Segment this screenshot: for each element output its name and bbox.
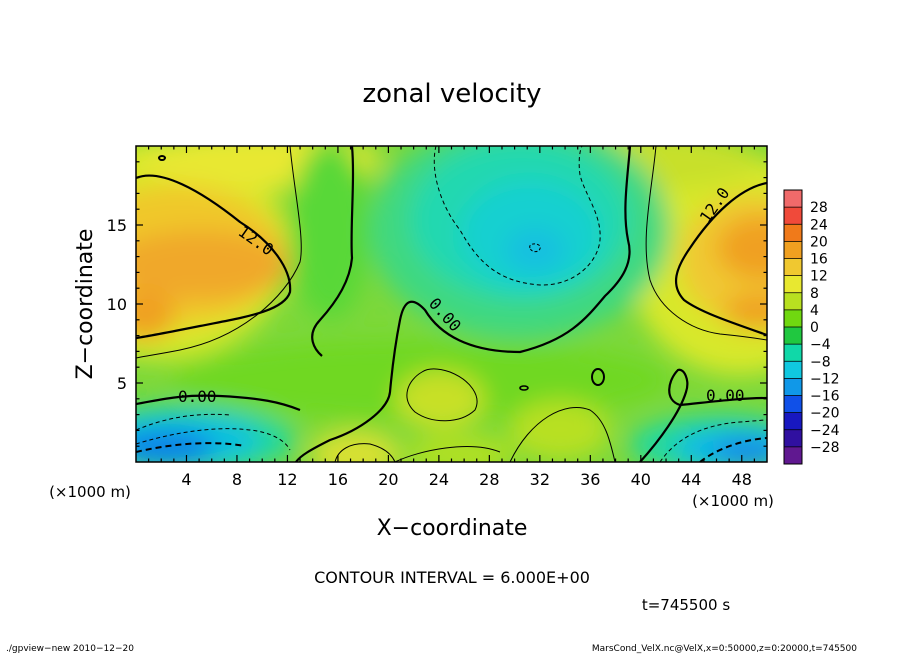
x-tick-label: 20 (378, 470, 398, 489)
heatmap-field: 12.0 12.0 0.00 0.00 0.00 (136, 146, 767, 462)
x-unit-label: (×1000 m) (49, 483, 131, 501)
colorbar-swatch (784, 412, 802, 431)
x-tick-label: 32 (530, 470, 550, 489)
contour-label-0-left: 0.00 (178, 387, 217, 406)
colorbar-label: 4 (810, 303, 819, 319)
colorbar-swatch (784, 327, 802, 345)
colorbar-label: −8 (810, 354, 831, 370)
colorbar-swatch (784, 275, 802, 294)
x-tick-label: 4 (181, 470, 191, 489)
colorbar-label: 20 (810, 234, 828, 250)
x-tick-label: 40 (631, 470, 651, 489)
time-label: t=745500 s (642, 596, 730, 614)
colorbar-swatch (784, 309, 802, 328)
colorbar-label: 28 (810, 200, 828, 216)
contour-label-0-right: 0.00 (706, 386, 745, 405)
colorbar-label: 12 (810, 269, 828, 285)
colorbar-label: −12 (810, 371, 840, 387)
colorbar-swatch (784, 190, 802, 208)
contour-0-right (295, 146, 632, 462)
x-tick-label: 28 (479, 470, 499, 489)
x-axis-title: X−coordinate (377, 516, 528, 541)
colorbar-swatch (784, 292, 802, 311)
colorbar-swatch (784, 361, 802, 379)
y-tick-label: 15 (107, 216, 127, 235)
x-unit-label-right: (×1000 m) (692, 492, 774, 510)
colorbar-swatch (784, 395, 802, 414)
chart-title: zonal velocity (362, 79, 541, 109)
contour-12-right (674, 181, 767, 337)
colorbar-swatch (784, 378, 802, 396)
colorbar-label: −24 (810, 423, 840, 439)
x-tick-label: 44 (681, 470, 701, 489)
footer-left: ./gpview−new 2010−12−20 (6, 644, 134, 654)
colorbar-swatch (784, 241, 802, 259)
axis-ticks (136, 146, 767, 462)
colorbar (783, 189, 803, 465)
colorbar-label: 0 (810, 320, 819, 336)
colorbar-label: 24 (810, 217, 828, 233)
colorbar-swatch (784, 224, 802, 242)
footer-right: MarsCond_VelX.nc@VelX,x=0:50000,z=0:2000… (592, 644, 857, 654)
y-axis-title: Z−coordinate (73, 229, 98, 380)
colorbar-swatch (784, 429, 802, 448)
contour-0-central (311, 146, 355, 357)
colorbar-label: −28 (810, 440, 840, 456)
colorbar-swatch (784, 258, 802, 277)
x-tick-label: 8 (232, 470, 242, 489)
colorbar-swatch (784, 207, 802, 225)
colorbar-swatch (784, 446, 802, 465)
colorbar-label: −20 (810, 406, 840, 422)
y-tick-label: 5 (117, 374, 127, 393)
x-tick-label: 16 (328, 470, 348, 489)
x-tick-label: 12 (277, 470, 297, 489)
x-tick-label: 48 (732, 470, 752, 489)
colorbar-label: −16 (810, 389, 840, 405)
x-tick-label: 24 (429, 470, 449, 489)
y-tick-label: 10 (107, 295, 127, 314)
colorbar-swatch (784, 344, 802, 362)
contour-0-lower-right (639, 368, 767, 462)
colorbar-label: 16 (810, 252, 828, 268)
contour-0-lower-left (136, 394, 301, 412)
contour-interval-text: CONTOUR INTERVAL = 6.000E+00 (314, 568, 590, 587)
colorbar-label: −4 (810, 337, 831, 353)
contour-12-left (136, 174, 292, 340)
x-tick-label: 36 (580, 470, 600, 489)
colorbar-label: 8 (810, 286, 819, 302)
